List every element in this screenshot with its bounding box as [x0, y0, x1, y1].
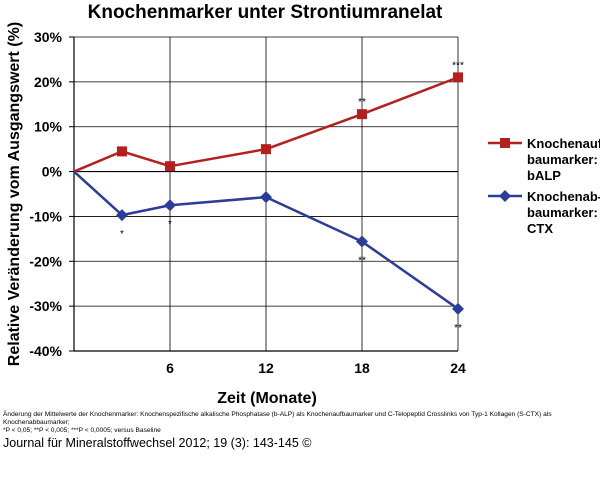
legend-label: baumarker:: [527, 152, 598, 167]
legend-label: CTX: [527, 221, 553, 236]
data-point: [116, 209, 128, 222]
data-point: [357, 109, 367, 120]
x-tick-label: 6: [166, 360, 174, 376]
y-tick-label: 10%: [34, 119, 63, 135]
data-point: [164, 199, 176, 212]
data-point: [261, 144, 271, 155]
y-axis-label: Relative Veränderung vom Ausgangswert (%…: [6, 22, 23, 366]
legend-label: Knochenab-: [527, 189, 600, 204]
data-point: [356, 235, 368, 248]
series-line: [73, 170, 459, 310]
chart: Knochenmarker unter Strontiumranelat 30%…: [6, 2, 600, 407]
series-line: [73, 76, 459, 173]
y-tick-label: 0%: [42, 164, 63, 180]
series: ***********: [73, 60, 464, 334]
y-tick-label: 20%: [34, 74, 63, 90]
x-tick-label: 24: [450, 360, 466, 376]
data-point: [165, 161, 175, 172]
x-tick-label: 12: [258, 360, 274, 376]
footnote-line-2: *P < 0,05; **P < 0,005; ***P < 0,0005; v…: [3, 427, 161, 434]
y-tick-label: 30%: [34, 29, 63, 45]
y-tick-label: -10%: [29, 208, 62, 224]
footnote-line-1: Änderung der Mittelwerte der Knochenmark…: [3, 411, 552, 426]
significance-label: ***: [452, 60, 464, 71]
significance-label: *: [120, 229, 124, 240]
grid: [74, 36, 459, 352]
axes: 30% 20% 10% 0% -10% -20% -30% -40% 6 12 18 24: [29, 29, 466, 376]
y-tick-label: -40%: [29, 343, 62, 359]
significance-label: **: [358, 97, 366, 108]
legend-label: baumarker:: [527, 205, 598, 220]
data-point: [117, 146, 127, 157]
x-tick-label: 18: [354, 360, 370, 376]
legend: Knochenauf-baumarker:bALPKnochenab-bauma…: [488, 136, 600, 236]
significance-label: **: [358, 256, 366, 267]
data-point: [452, 302, 464, 315]
series-balp: *****: [73, 60, 464, 173]
footnote: Änderung der Mittelwerte der Knochenmark…: [3, 411, 599, 435]
legend-label: Knochenauf-: [527, 136, 600, 151]
y-tick-label: -30%: [29, 298, 62, 314]
y-tick-label: -20%: [29, 253, 62, 269]
significance-label: *: [168, 219, 172, 230]
source-citation: Journal für Mineralstoffwechsel 2012; 19…: [3, 436, 312, 450]
data-point: [260, 191, 272, 204]
legend-swatch-marker: [499, 190, 511, 202]
chart-title: Knochenmarker unter Strontiumranelat: [88, 2, 443, 23]
series-ctx: ******: [73, 170, 464, 334]
data-point: [453, 72, 463, 83]
legend-swatch-marker: [500, 138, 510, 148]
legend-label: bALP: [527, 168, 561, 183]
significance-label: **: [454, 323, 462, 334]
x-axis-label: Zeit (Monate): [217, 390, 317, 407]
